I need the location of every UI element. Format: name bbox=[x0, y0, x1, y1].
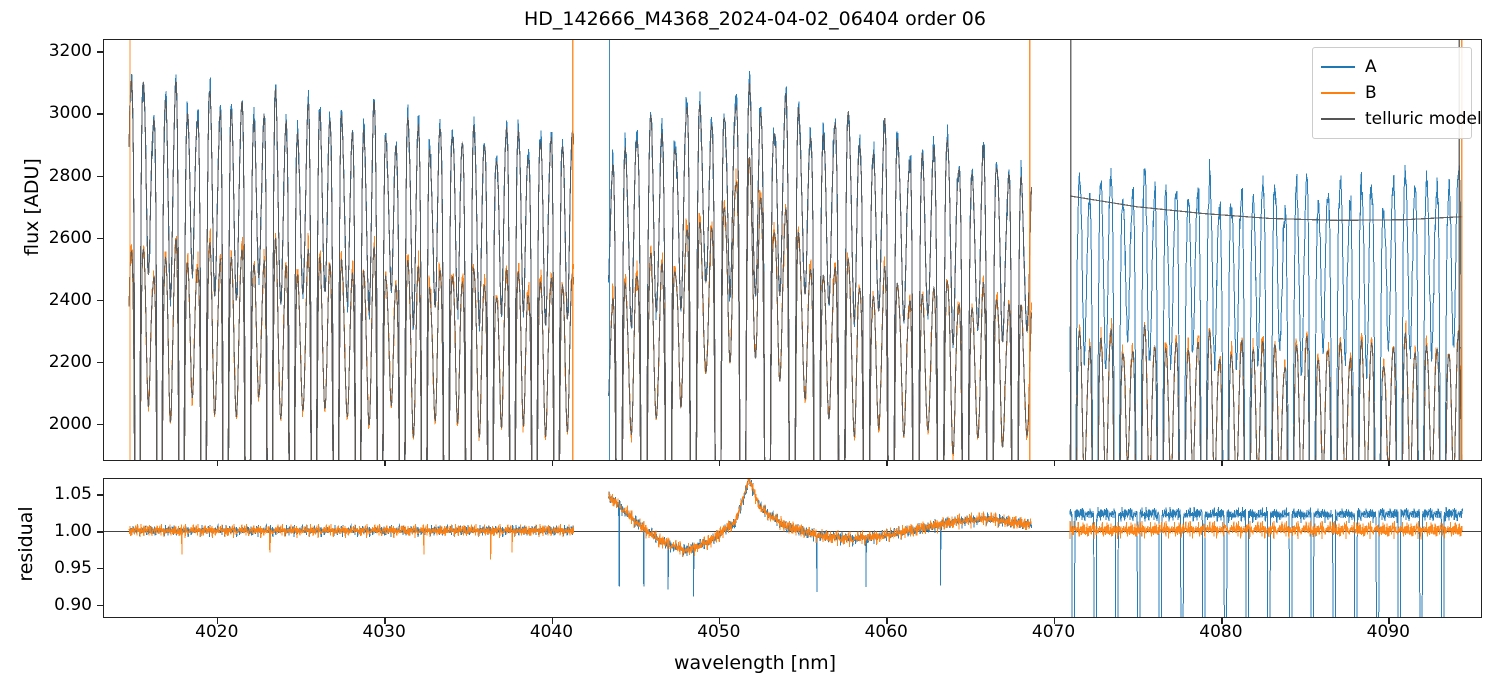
flux-panel bbox=[103, 39, 1482, 461]
legend-swatch-telluric bbox=[1321, 118, 1355, 120]
axis-tick bbox=[1053, 461, 1056, 466]
wavelength-tick-4080: 4080 bbox=[1199, 622, 1243, 642]
axis-tick bbox=[551, 461, 554, 466]
axis-tick bbox=[97, 299, 103, 302]
wavelength-tick-4050: 4050 bbox=[697, 622, 741, 642]
axis-tick bbox=[97, 567, 103, 570]
axis-tick bbox=[1220, 618, 1223, 624]
axis-tick bbox=[97, 51, 103, 53]
axis-tick bbox=[97, 361, 103, 364]
telluric-model-b-segment-1 bbox=[128, 237, 575, 460]
axis-tick bbox=[1220, 461, 1223, 466]
wavelength-tick-4030: 4030 bbox=[362, 622, 406, 642]
residual-axis-label: residual bbox=[15, 506, 37, 582]
flux-tick-2200: 2200 bbox=[48, 351, 92, 372]
legend-label-b: B bbox=[1365, 83, 1377, 103]
x-tick-labels: 4020 4030 4040 4050 4060 4070 4080 4090 bbox=[0, 622, 1510, 648]
axis-tick bbox=[97, 531, 103, 533]
residual-b-segment-3 bbox=[1069, 520, 1463, 540]
flux-tick-3200: 3200 bbox=[48, 41, 92, 62]
flux-tick-2000: 2000 bbox=[48, 413, 92, 434]
legend: A B telluric model bbox=[1312, 47, 1482, 139]
telluric-model-a-segment-1 bbox=[128, 80, 575, 460]
axis-tick bbox=[718, 618, 721, 624]
axis-tick bbox=[97, 423, 103, 426]
flux-tick-2600: 2600 bbox=[48, 227, 92, 248]
legend-item-a: A bbox=[1321, 54, 1463, 80]
wavelength-tick-4020: 4020 bbox=[195, 622, 239, 642]
axis-tick bbox=[886, 618, 888, 624]
residual-tick-0.9: 0.90 bbox=[54, 594, 92, 615]
residual-a-segment-3 bbox=[1069, 507, 1464, 617]
trace-b-segment-1 bbox=[128, 228, 575, 460]
telluric-model-a-segment-2 bbox=[608, 82, 1033, 460]
axis-tick bbox=[97, 494, 103, 496]
residual-tick-0.95: 0.95 bbox=[54, 557, 92, 578]
axis-tick bbox=[551, 618, 554, 624]
wavelength-tick-4040: 4040 bbox=[529, 622, 574, 642]
axis-tick bbox=[384, 461, 386, 466]
legend-item-telluric: telluric model bbox=[1321, 106, 1482, 132]
axis-tick bbox=[1388, 618, 1390, 624]
residual-panel bbox=[103, 478, 1482, 618]
wavelength-axis-label: wavelength [nm] bbox=[673, 652, 837, 674]
axis-tick bbox=[97, 604, 103, 607]
residual-b-segment-1 bbox=[128, 523, 575, 560]
wavelength-tick-4060: 4060 bbox=[864, 622, 908, 642]
axis-tick bbox=[384, 618, 386, 624]
axis-tick bbox=[97, 113, 103, 116]
axis-tick bbox=[886, 461, 888, 466]
wavelength-tick-4070: 4070 bbox=[1031, 622, 1076, 642]
legend-label-a: A bbox=[1365, 57, 1377, 77]
residual-plot-area bbox=[104, 479, 1481, 617]
figure-title: HD_142666_M4368_2024-04-02_06404 order 0… bbox=[524, 8, 986, 30]
trace-a-segment-3 bbox=[1069, 158, 1463, 460]
legend-label-telluric: telluric model bbox=[1365, 109, 1482, 129]
axis-tick bbox=[97, 237, 103, 240]
axis-tick bbox=[97, 175, 103, 178]
wavelength-tick-4090: 4090 bbox=[1366, 622, 1410, 642]
flux-plot-area bbox=[128, 40, 1463, 460]
residual-tick-1.05: 1.05 bbox=[54, 484, 92, 505]
axis-tick bbox=[718, 461, 721, 466]
legend-swatch-a bbox=[1321, 66, 1355, 68]
residual-b-segment-2 bbox=[608, 479, 1032, 558]
telluric-continuum-segment-3 bbox=[1069, 195, 1463, 221]
axis-tick bbox=[1388, 461, 1390, 466]
residual-tick-1: 1.00 bbox=[54, 521, 92, 542]
legend-swatch-b bbox=[1321, 92, 1355, 94]
telluric-model-b-segment-2 bbox=[608, 157, 1033, 460]
legend-item-b: B bbox=[1321, 80, 1463, 106]
flux-tick-3000: 3000 bbox=[48, 103, 92, 124]
flux-axis-label: flux [ADU] bbox=[21, 158, 43, 256]
axis-tick bbox=[216, 461, 219, 466]
flux-tick-2800: 2800 bbox=[48, 165, 92, 186]
axis-tick bbox=[1053, 618, 1056, 624]
flux-tick-2400: 2400 bbox=[48, 289, 92, 310]
axis-tick bbox=[216, 618, 219, 624]
